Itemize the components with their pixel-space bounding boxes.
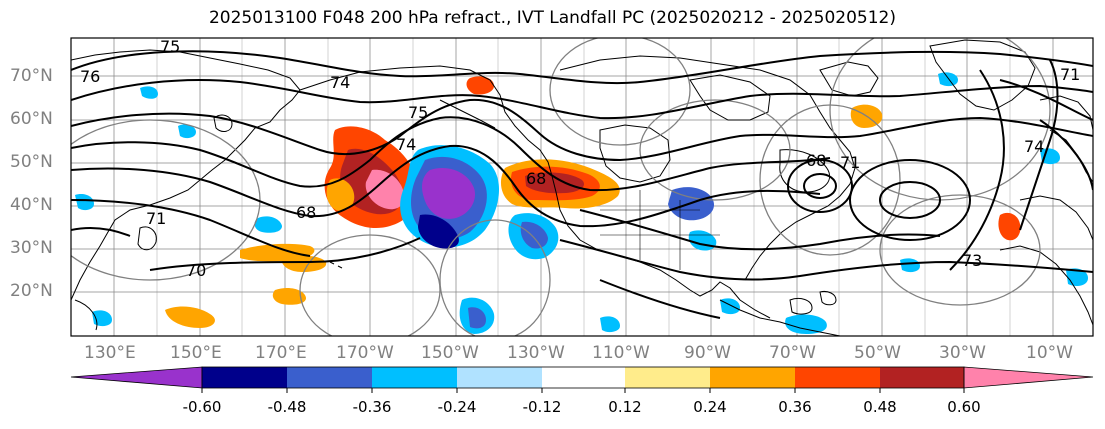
lon-label: 30°W	[939, 343, 986, 363]
contour-label: 71	[840, 153, 860, 172]
contour-label: 71	[1060, 65, 1080, 84]
lon-label: 130°E	[84, 343, 136, 363]
lon-label: 110°W	[592, 343, 650, 363]
contour-label: 73	[962, 251, 982, 270]
colorbar-bin	[542, 367, 625, 388]
contour-labels: 75 74 75 74 76 68 68 70 71 68 73 71 74 7…	[80, 37, 1080, 280]
colorbar-tick-label: 0.60	[947, 398, 981, 416]
colorbar-bin	[372, 367, 457, 388]
lon-label: 170°E	[255, 343, 307, 363]
colorbar-tick-label: -0.60	[182, 398, 222, 416]
lon-label: 50°W	[854, 343, 901, 363]
lon-label: 170°W	[336, 343, 394, 363]
colorbar-tick-label: -0.36	[352, 398, 392, 416]
colorbar-extend-high	[963, 366, 1094, 389]
colorbar-bin	[287, 367, 372, 388]
contour-label: 75	[408, 103, 428, 122]
colorbar-tick-label: -0.12	[522, 398, 562, 416]
colorbar-bin	[457, 367, 542, 388]
lat-lon-grid	[71, 38, 1093, 336]
colorbar-bin	[880, 367, 964, 388]
colorbar-bin	[710, 367, 795, 388]
colorbar-tick-label: 0.48	[863, 398, 897, 416]
contour-label: 70	[186, 261, 206, 280]
lon-label: 70°W	[769, 343, 816, 363]
lat-label: 40°N	[10, 195, 53, 215]
contour-label: 75	[160, 37, 180, 56]
colorbar-tick-label: 0.12	[608, 398, 642, 416]
colorbar	[70, 366, 1094, 393]
lon-label: 130°W	[507, 343, 565, 363]
lat-label: 50°N	[10, 152, 53, 172]
refractivity-contours	[71, 50, 1093, 319]
lon-label: 10°W	[1026, 343, 1073, 363]
ivt-pc-shading	[75, 72, 1088, 334]
figure-title: 2025013100 F048 200 hPa refract., IVT La…	[208, 8, 896, 28]
colorbar-bin	[625, 367, 710, 388]
lon-label: 150°W	[421, 343, 479, 363]
colorbar-tick-label: -0.48	[267, 398, 307, 416]
contour-label: 76	[80, 67, 100, 86]
colorbar-extend-low	[70, 366, 203, 389]
lon-label: 90°W	[684, 343, 731, 363]
colorbar-bin	[202, 367, 287, 388]
lat-label: 70°N	[10, 66, 53, 86]
contour-label: 74	[1024, 137, 1044, 156]
contour-label: 68	[296, 203, 316, 222]
map-frame	[70, 37, 1094, 337]
contour-label: 74	[330, 73, 350, 92]
contour-label: 68	[526, 169, 546, 188]
colorbar-tick-label: -0.24	[437, 398, 477, 416]
contour-label: 71	[146, 209, 166, 228]
colorbar-bin	[795, 367, 880, 388]
lon-label: 150°E	[170, 343, 222, 363]
colorbar-tick-label: 0.24	[693, 398, 727, 416]
contour-label: 74	[396, 135, 416, 154]
colorbar-tick-label: 0.36	[778, 398, 812, 416]
lat-label: 60°N	[10, 109, 53, 129]
contour-label: 68	[806, 151, 826, 170]
lat-label: 20°N	[10, 281, 53, 301]
lat-label: 30°N	[10, 238, 53, 258]
